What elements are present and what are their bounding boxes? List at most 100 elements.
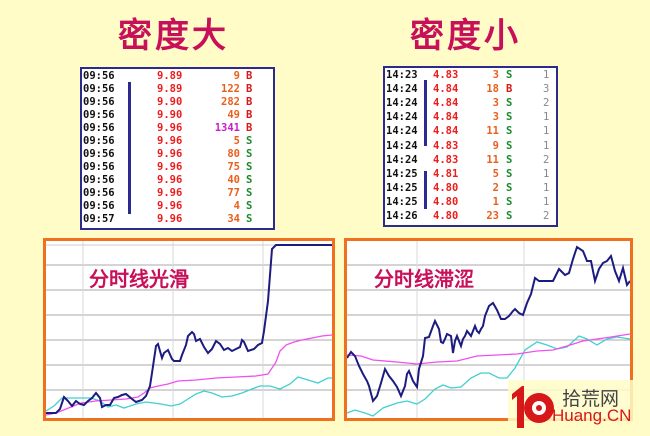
tick-volume: 3 <box>492 111 499 124</box>
tick-row: 14:24 4.83 11 S 2 <box>385 154 556 167</box>
chart-label-sluggish: 分时线滞涩 <box>374 267 474 291</box>
tick-side: B <box>246 70 253 82</box>
tick-row: 09:56 9.96 80 S <box>82 148 273 161</box>
tick-time: 09:56 <box>83 135 115 147</box>
tick-row: 14:23 4.83 3 S 1 <box>385 69 556 82</box>
tick-volume: 34 <box>227 213 240 225</box>
tick-row: 14:25 4.80 2 S 1 <box>385 182 556 195</box>
tick-volume: 11 <box>486 153 499 166</box>
tick-count: 1 <box>543 111 550 124</box>
tick-time: 09:56 <box>83 174 115 186</box>
tick-table-high-density: 09:56 9.89 9 B 09:56 9.89 122 B 09:56 9.90 282 B 09:… <box>80 67 275 230</box>
tick-row: 14:25 4.81 5 S 1 <box>385 168 556 181</box>
title-high-density: 密度大 <box>118 16 229 56</box>
tick-time: 09:56 <box>83 83 115 95</box>
tick-side: B <box>246 83 253 95</box>
tick-side: S <box>506 69 513 81</box>
tick-side: S <box>246 213 253 225</box>
tick-row: 09:56 9.96 1341 B <box>82 122 273 135</box>
tick-row: 14:24 4.84 3 S 1 <box>385 111 556 124</box>
tick-price: 9.96 <box>157 213 183 225</box>
tick-side: B <box>246 109 253 121</box>
tick-volume: 18 <box>486 83 499 96</box>
tick-side: S <box>246 174 253 186</box>
tick-row: 14:24 4.84 11 S 1 <box>385 125 556 138</box>
tick-count: 2 <box>543 153 550 166</box>
tick-time: 14:24 <box>386 111 418 124</box>
tick-row: 09:56 9.89 122 B <box>82 83 273 96</box>
tick-row: 09:56 9.96 4 S <box>82 200 273 213</box>
tick-row: 09:56 9.96 77 S <box>82 187 273 200</box>
tick-count: 1 <box>543 181 550 194</box>
tick-side: S <box>506 153 513 166</box>
tick-price: 9.90 <box>157 96 183 108</box>
logo-cn-text: 拾荒网 <box>562 388 620 410</box>
tick-time: 14:25 <box>386 167 418 180</box>
tick-price: 9.89 <box>157 83 183 95</box>
tick-time: 09:57 <box>83 213 115 225</box>
tick-price: 9.96 <box>157 135 183 147</box>
continuity-bar <box>128 82 131 214</box>
tick-volume: 2 <box>492 181 499 194</box>
tick-volume: 40 <box>227 174 240 186</box>
tick-side: S <box>506 210 513 222</box>
tick-row: 09:56 9.96 40 S <box>82 174 273 187</box>
tick-side: S <box>246 200 253 212</box>
tick-side: B <box>506 83 513 96</box>
tick-row: 09:56 9.90 282 B <box>82 96 273 109</box>
tick-row: 14:25 4.80 1 S 1 <box>385 196 556 209</box>
tick-volume: 9 <box>492 139 499 152</box>
site-logo: 拾荒网 Huang.CN <box>508 380 650 432</box>
tick-side: S <box>506 97 513 110</box>
tick-time: 14:23 <box>386 69 418 81</box>
tick-count: 1 <box>543 167 550 180</box>
tick-price: 4.84 <box>433 125 459 138</box>
tick-row: 14:24 4.83 9 S 1 <box>385 140 556 153</box>
tick-row: 09:56 9.96 5 S <box>82 135 273 148</box>
tick-row: 14:26 4.80 23 S 2 <box>385 210 556 223</box>
tick-time: 14:24 <box>386 83 418 96</box>
tick-time: 14:24 <box>386 153 418 166</box>
tick-volume: 77 <box>227 187 240 199</box>
tick-side: B <box>246 122 253 134</box>
tick-time: 09:56 <box>83 70 115 82</box>
chart-label-smooth: 分时线光滑 <box>89 267 189 291</box>
tick-side: S <box>246 135 253 147</box>
tick-time: 09:56 <box>83 96 115 108</box>
tick-price: 9.96 <box>157 161 183 173</box>
chart-smooth: 分时线光滑 <box>43 238 335 421</box>
tick-time: 14:24 <box>386 139 418 152</box>
tick-price: 4.80 <box>433 195 459 208</box>
tick-volume: 9 <box>233 70 240 82</box>
tick-price: 9.96 <box>157 174 183 186</box>
tick-volume: 282 <box>221 96 240 108</box>
tick-time: 09:56 <box>83 187 115 199</box>
tick-volume: 75 <box>227 161 240 173</box>
tick-price: 9.96 <box>157 148 183 160</box>
title-low-density: 密度小 <box>410 16 521 56</box>
tick-volume: 80 <box>227 148 240 160</box>
tick-time: 14:26 <box>386 210 418 222</box>
tick-count: 1 <box>543 139 550 152</box>
tick-count: 3 <box>543 83 550 96</box>
tick-time: 09:56 <box>83 148 115 160</box>
tick-count: 1 <box>543 69 550 81</box>
tick-side: S <box>506 167 513 180</box>
tick-volume: 49 <box>227 109 240 121</box>
tick-price: 4.84 <box>433 97 459 110</box>
tick-price: 9.89 <box>157 70 183 82</box>
tick-price: 4.84 <box>433 111 459 124</box>
tick-volume: 1 <box>492 195 499 208</box>
tick-volume: 3 <box>492 97 499 110</box>
tick-count: 2 <box>543 210 550 222</box>
tick-side: S <box>506 181 513 194</box>
tick-price: 9.96 <box>157 122 183 134</box>
continuity-bar <box>424 80 427 146</box>
tick-side: S <box>246 187 253 199</box>
tick-count: 1 <box>543 125 550 138</box>
tick-time: 09:56 <box>83 161 115 173</box>
tick-side: S <box>246 161 253 173</box>
tick-time: 09:56 <box>83 109 115 121</box>
tick-row: 09:56 9.90 49 B <box>82 109 273 122</box>
continuity-bar <box>424 171 427 209</box>
